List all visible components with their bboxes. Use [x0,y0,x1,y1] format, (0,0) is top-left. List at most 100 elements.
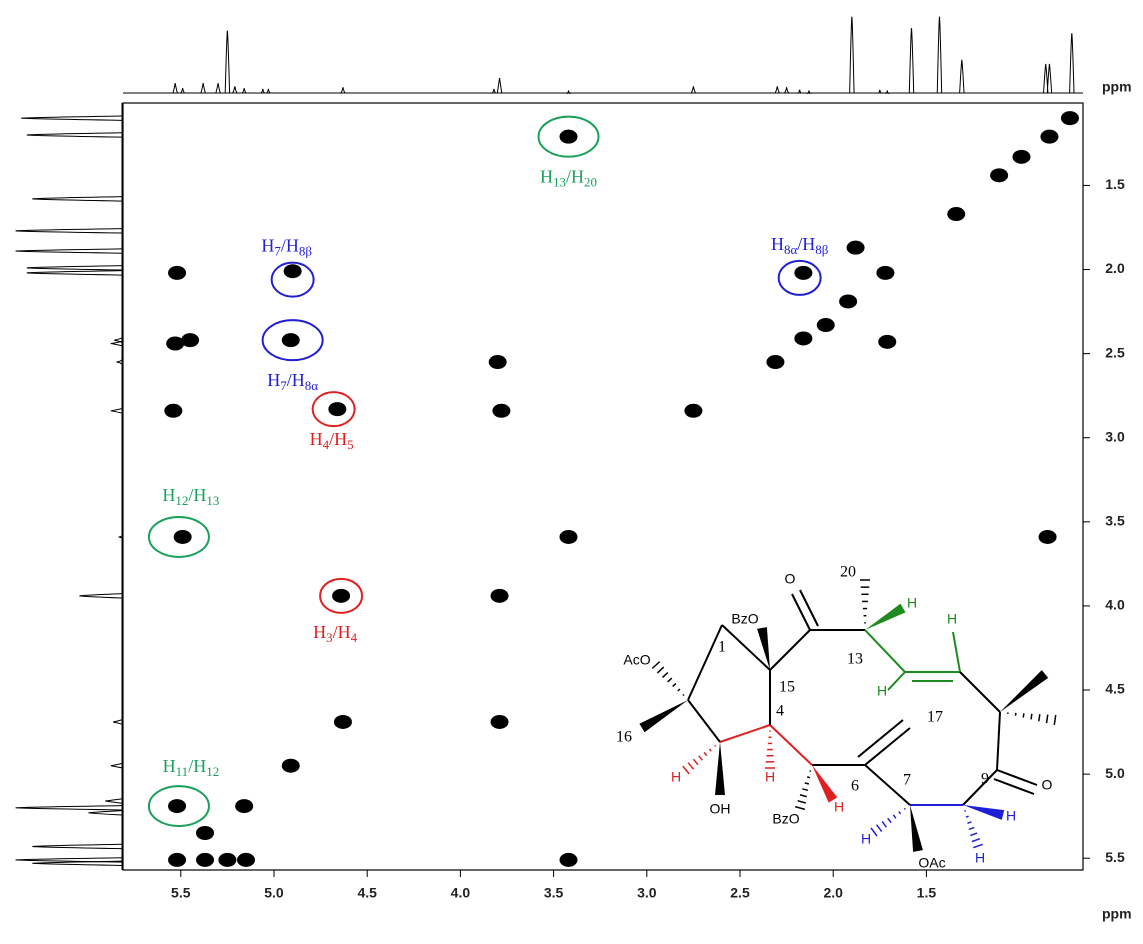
wedge-bond [812,765,837,803]
structure-label: H [907,595,917,611]
cross-peak [794,331,812,345]
hash-bond [683,695,684,696]
structure-label: 15 [779,679,795,696]
annotation-subscript: 8β [299,244,313,259]
top-spectrum-peak [201,83,205,93]
annotation-subscript: 13 [553,175,566,190]
annotation-subscript: 4 [351,630,358,645]
cross-peak [284,264,302,278]
annotation-text: H [261,236,274,256]
hash-bond [795,807,805,810]
top-spectrum-peak [691,86,695,93]
hash-bond [969,827,974,829]
wedge-bond [910,805,923,852]
left-spectrum-peak [16,249,122,253]
cross-peak [766,355,784,369]
structure-label: H [975,850,985,866]
cross-peak [168,853,186,867]
structure-label: 7 [903,772,911,789]
hash-bond [699,756,703,760]
bond [953,632,960,672]
annotation-subscript: 13 [206,493,219,508]
cross-peak [492,404,510,418]
wedge-bond [1000,670,1048,712]
hash-bond [800,795,807,797]
structure-label: 16 [616,729,632,746]
left-spectrum-peak [27,133,122,137]
cross-peak [560,853,578,867]
x-tick-label: 2.5 [730,885,750,901]
x-tick-label: 5.5 [171,885,191,901]
annotation-text: H [267,370,280,390]
annotation-subscript: 20 [584,175,597,190]
wedge-bond [865,604,906,630]
top-spectrum-peak [225,31,229,93]
hash-bond [657,667,663,673]
structure-label: 20 [840,564,856,581]
y-tick-label: 2.0 [1105,260,1125,276]
annotation-subscript: 5 [347,437,354,452]
y-tick-label: 5.5 [1105,849,1125,865]
x-tick-label: 4.5 [357,885,377,901]
x-tick-label: 5.0 [264,885,284,901]
cross-peak [282,759,300,773]
y-tick-label: 4.0 [1105,597,1125,613]
annotation-text: /H [797,234,815,254]
cross-peak [878,335,896,349]
y-tick-label: 5.0 [1105,765,1125,781]
x-axis-label: ppm [1102,906,1132,922]
x-tick-label: 3.5 [544,885,564,901]
annotation-text: /H [188,756,206,776]
hash-bond [893,815,896,818]
x-tick-label: 1.5 [917,885,937,901]
bond [770,725,812,765]
top-spectrum-peak [242,88,246,93]
top-spectrum-peak [850,17,854,93]
top-spectrum-peak [775,86,779,93]
structure-label: AcO [623,652,650,668]
structure-label: OH [710,801,731,817]
y-tick-label: 3.5 [1105,513,1125,529]
annotation-subscript: 8α [784,242,798,257]
cross-peak [560,130,578,144]
structure-label: H [671,769,681,785]
cross-peak [1061,111,1079,125]
structure-label: O [785,571,796,587]
cross-peak [684,404,702,418]
wedge-bond [715,742,725,795]
structure-label: BzO [772,811,799,827]
left-spectrum-peak [32,861,122,865]
top-spectrum-peak [341,87,345,93]
annotation-label: H13/H20 [540,167,597,190]
hash-bond [973,844,982,847]
hash-bond [704,752,707,755]
structure-label: H [834,799,844,815]
hash-bond [652,662,659,669]
left-spectrum-peak [27,271,122,275]
annotation-text: /H [281,236,299,256]
cross-peak [1040,130,1058,144]
cross-peak [491,589,509,603]
structure-label: BzO [731,611,758,627]
top-spectrum-peak [233,86,237,93]
bond [888,672,905,690]
hash-bond [688,763,693,770]
hash-bond [673,684,676,687]
hash-bond [683,766,689,774]
top-spectrum-peak [216,83,220,93]
wedge-bond [963,805,1004,820]
cross-peak [876,266,894,280]
top-spectrum-peak [497,78,501,93]
plot-frame [123,103,1083,870]
bond [688,700,720,742]
cross-peak [196,853,214,867]
top-spectrum-peak [492,89,496,93]
cross-peak [282,333,300,347]
top-spectrum-peak [1070,33,1074,93]
hash-bond [966,816,969,817]
top-spectrum-peak [266,89,270,93]
left-spectrum-peak [21,116,122,120]
structure-label: OAc [918,855,945,871]
